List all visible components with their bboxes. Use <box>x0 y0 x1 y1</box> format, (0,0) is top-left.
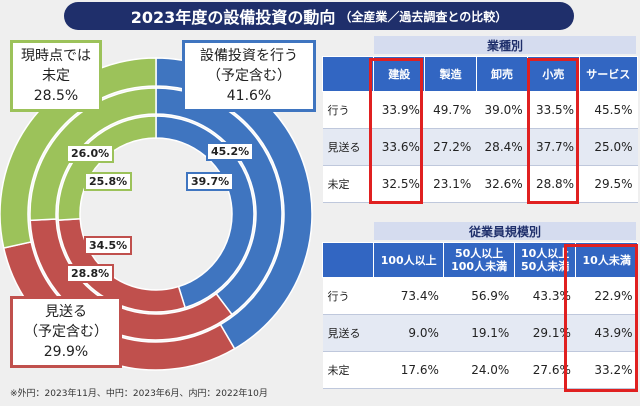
callout-skip: 見送る （予定含む） 29.9% <box>10 296 122 368</box>
column-header: 100人以上 <box>374 243 444 278</box>
highlight-construction <box>369 58 423 204</box>
callout-undecided-line1: 現時点では <box>19 46 93 66</box>
row-label: 行う <box>323 278 374 315</box>
table-corner <box>323 57 374 92</box>
highlight-under-10 <box>564 244 638 392</box>
callout-skip-line1: 見送る <box>19 302 113 322</box>
table-cell: 17.6% <box>374 352 444 389</box>
seg-label-invest-outer: 45.2% <box>206 142 254 161</box>
callout-invest: 設備投資を行う （予定含む） 41.6% <box>182 40 316 112</box>
table-cell: 49.7% <box>425 92 476 129</box>
table-cell: 23.1% <box>425 166 476 203</box>
callout-undecided-pct: 28.5% <box>19 86 93 106</box>
table-cell: 29.5% <box>579 166 637 203</box>
footnote: ※外円：2023年11月、中円：2023年6月、内円：2022年10月 <box>10 386 268 399</box>
callout-invest-line2: （予定含む） <box>191 66 307 86</box>
highlight-retail <box>527 58 579 204</box>
callout-invest-pct: 41.6% <box>191 86 307 106</box>
row-label: 見送る <box>323 129 374 166</box>
callout-undecided-line2: 未定 <box>19 66 93 86</box>
row-label: 未定 <box>323 166 374 203</box>
size-table-header: 従業員規模別 <box>374 222 636 240</box>
column-header: 卸売 <box>476 57 527 92</box>
callout-undecided: 現時点では 未定 28.5% <box>10 40 102 112</box>
table-cell: 27.2% <box>425 129 476 166</box>
table-corner <box>323 243 374 278</box>
table-cell: 24.0% <box>444 352 514 389</box>
row-label: 未定 <box>323 352 374 389</box>
row-label: 見送る <box>323 315 374 352</box>
table-cell: 25.0% <box>579 129 637 166</box>
seg-label-skip-outer: 28.8% <box>66 264 114 283</box>
table-cell: 9.0% <box>374 315 444 352</box>
seg-label-invest-middle: 39.7% <box>186 172 234 191</box>
table-cell: 19.1% <box>444 315 514 352</box>
industry-table-header: 業種別 <box>374 36 636 54</box>
table-cell: 56.9% <box>444 278 514 315</box>
row-label: 行う <box>323 92 374 129</box>
table-cell: 73.4% <box>374 278 444 315</box>
seg-label-undecided-outer: 26.0% <box>66 144 114 163</box>
seg-label-undecided-middle: 25.8% <box>84 172 132 191</box>
column-header: 50人以上 100人未満 <box>444 243 514 278</box>
callout-invest-line1: 設備投資を行う <box>191 46 307 66</box>
page-subtitle: （全産業／過去調査との比較） <box>339 8 507 25</box>
callout-skip-pct: 29.9% <box>19 342 113 362</box>
table-cell: 28.4% <box>476 129 527 166</box>
seg-label-skip-middle: 34.5% <box>84 236 132 255</box>
column-header: サービス <box>579 57 637 92</box>
callout-skip-line2: （予定含む） <box>19 322 113 342</box>
table-cell: 39.0% <box>476 92 527 129</box>
table-cell: 45.5% <box>579 92 637 129</box>
table-cell: 32.6% <box>476 166 527 203</box>
column-header: 製造 <box>425 57 476 92</box>
